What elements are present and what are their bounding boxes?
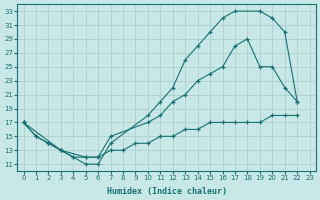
X-axis label: Humidex (Indice chaleur): Humidex (Indice chaleur) <box>107 187 227 196</box>
